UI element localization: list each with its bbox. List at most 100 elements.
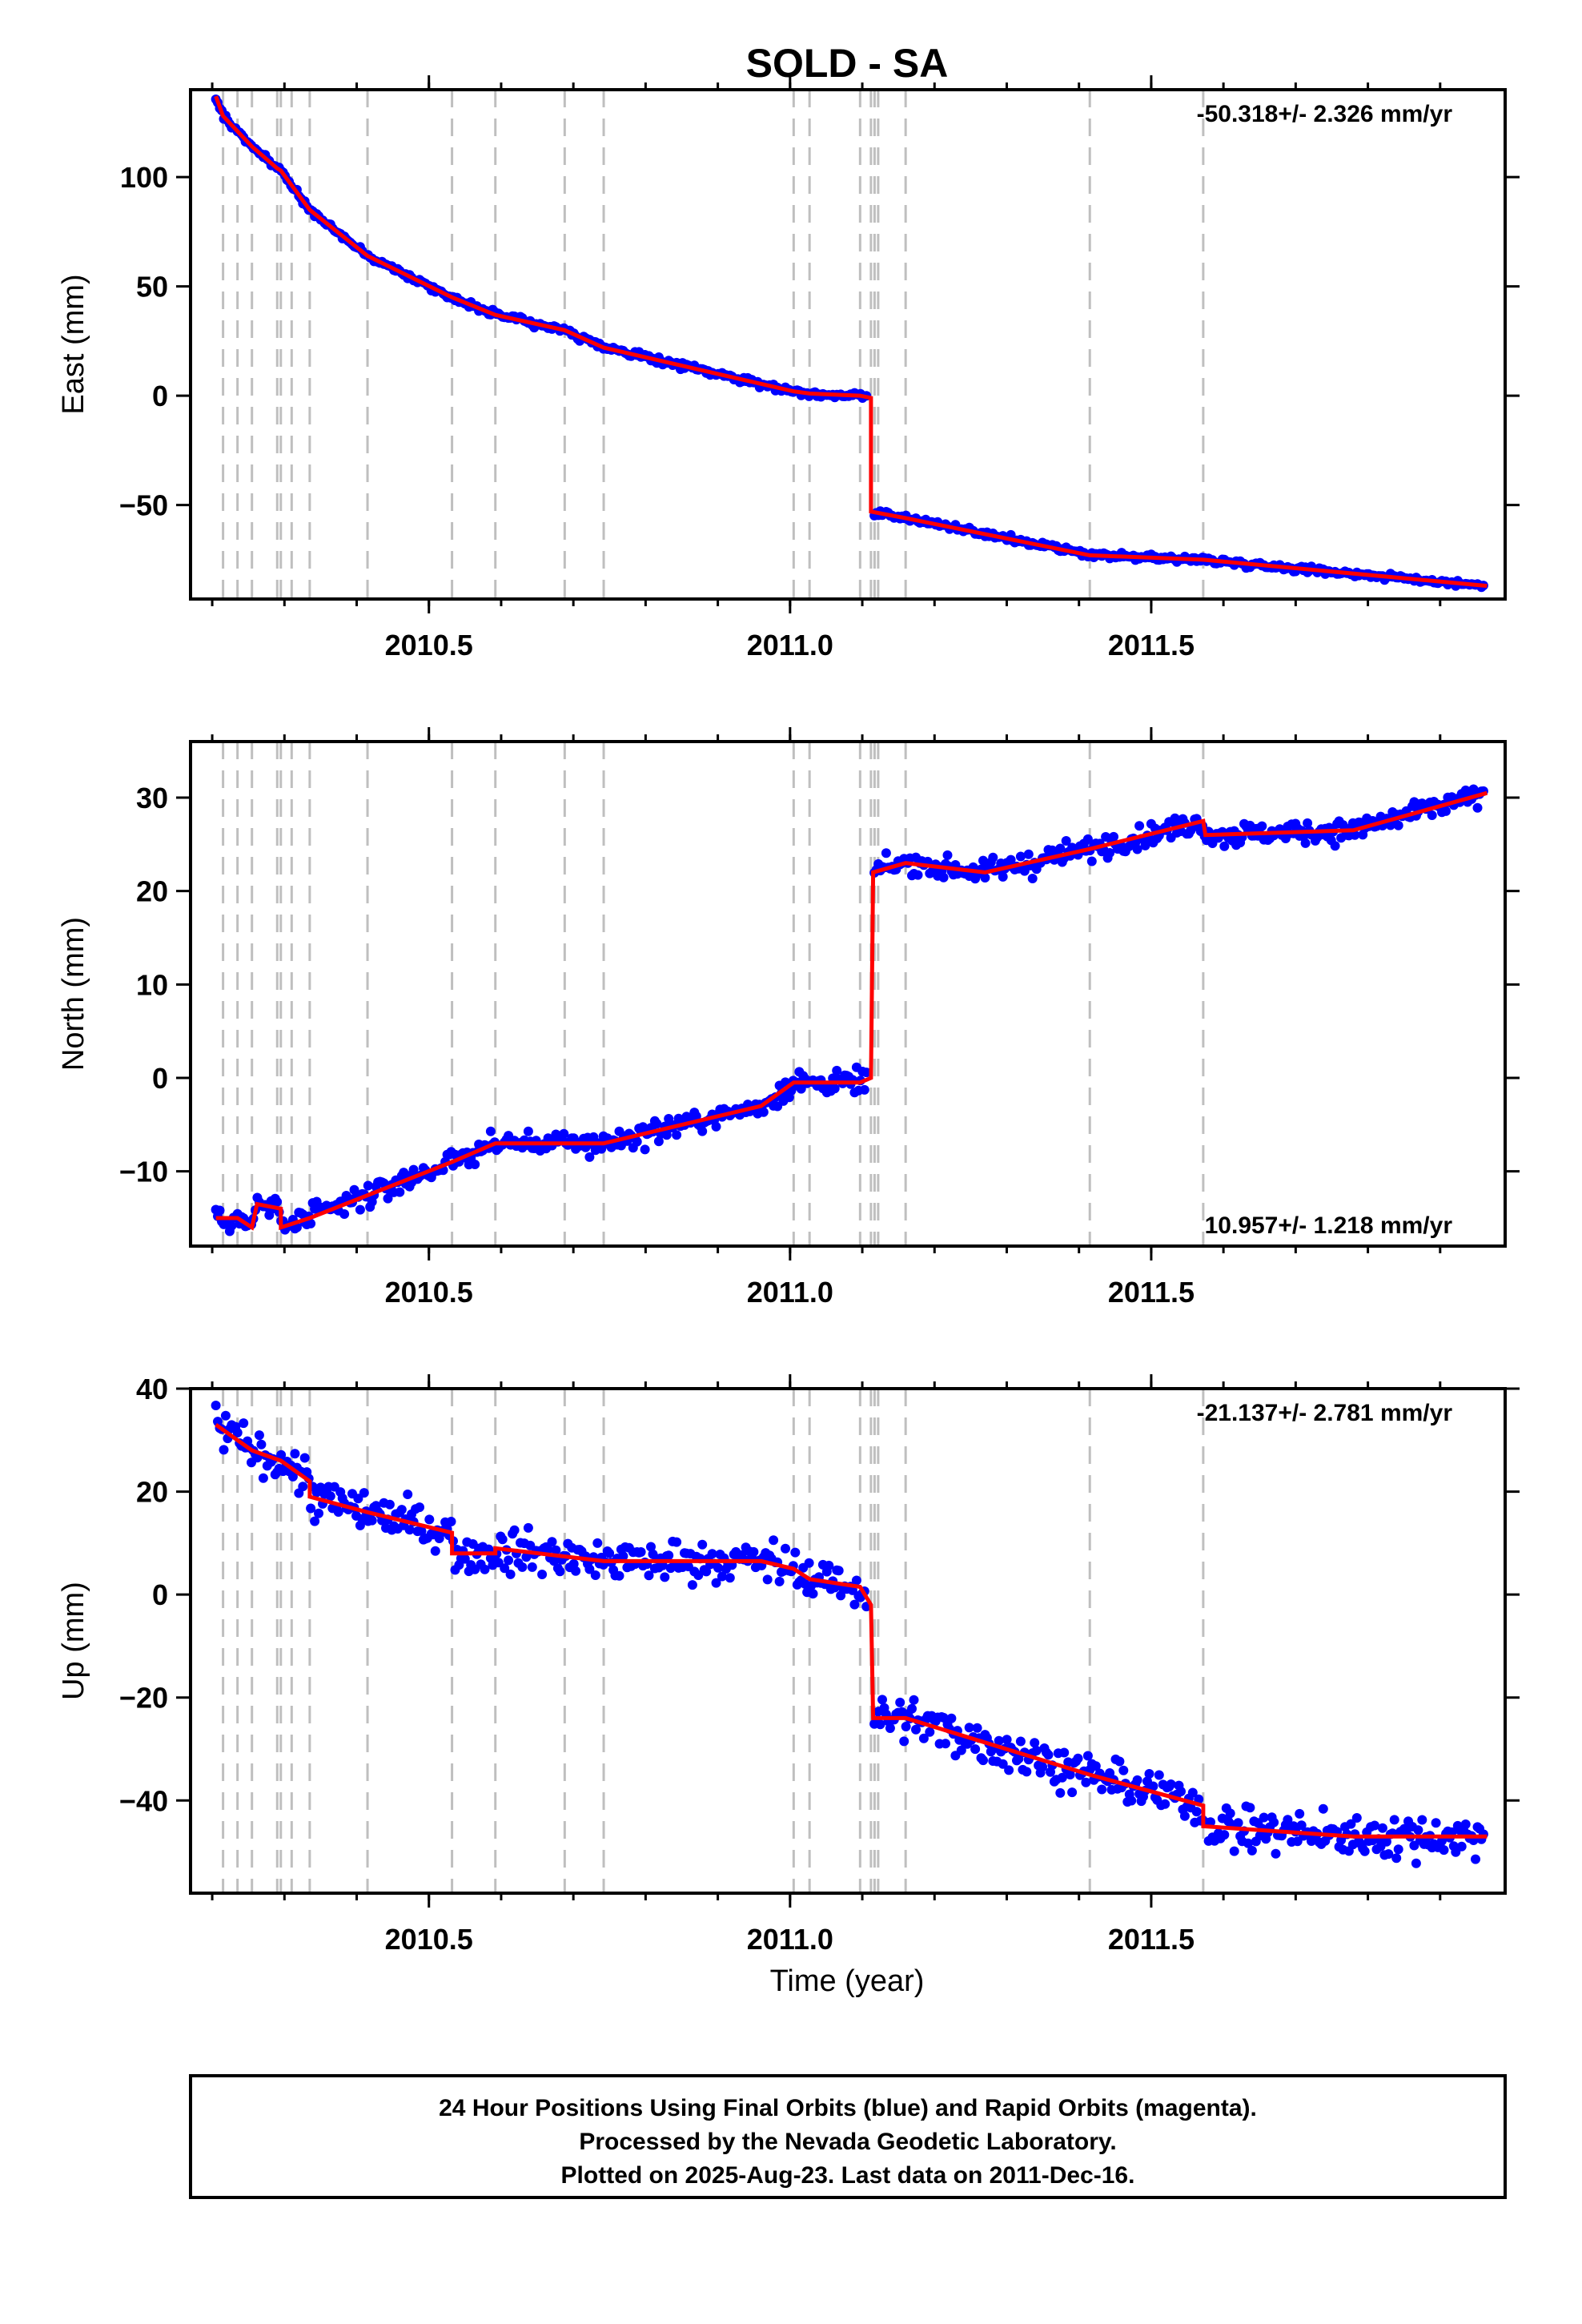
data-point — [276, 1449, 287, 1460]
data-point — [584, 1564, 595, 1574]
data-point — [836, 1590, 846, 1601]
data-point — [1038, 1762, 1048, 1772]
data-point — [1132, 844, 1142, 854]
data-point — [1346, 1819, 1356, 1829]
data-point — [881, 848, 891, 858]
data-point — [339, 1209, 350, 1219]
data-point — [306, 1503, 316, 1514]
y-tick-label: 100 — [120, 161, 168, 194]
data-point — [998, 1759, 1008, 1769]
data-point — [899, 1736, 909, 1747]
x-tick-label: 2010.5 — [385, 629, 473, 661]
data-point — [254, 1430, 264, 1441]
data-point — [1245, 1803, 1255, 1813]
data-point — [833, 1566, 844, 1576]
plot-frame — [189, 1387, 1507, 1895]
data-point — [416, 1526, 427, 1536]
data-point — [1055, 1787, 1066, 1798]
data-point — [1191, 1807, 1202, 1817]
data-point — [1413, 1825, 1423, 1835]
data-point — [547, 1537, 557, 1547]
data-point — [430, 1546, 440, 1556]
data-point — [1383, 1849, 1394, 1860]
data-point — [555, 1566, 565, 1577]
data-point — [1097, 1784, 1107, 1795]
data-point — [1393, 1844, 1403, 1855]
data-point — [1144, 1769, 1154, 1779]
data-point — [404, 1525, 415, 1535]
data-point — [1351, 1813, 1362, 1823]
data-point — [988, 852, 998, 862]
data-point — [885, 1723, 895, 1733]
rate-label: -50.318+/- 2.326 mm/yr — [1197, 101, 1453, 127]
data-point — [790, 1547, 801, 1558]
data-point — [215, 1205, 225, 1216]
data-point — [543, 1544, 553, 1554]
footer-line-3: Plotted on 2025-Aug-23. Last data on 201… — [561, 2162, 1135, 2189]
data-point — [804, 1558, 814, 1568]
x-tick-label: 2011.5 — [1108, 1276, 1195, 1309]
data-point — [1134, 821, 1145, 831]
data-point — [384, 1499, 395, 1510]
data-point — [1381, 1836, 1391, 1847]
data-point — [1295, 1808, 1305, 1819]
data-point — [1082, 1751, 1093, 1761]
y-tick-label: 10 — [136, 968, 168, 1001]
data-point — [1296, 1820, 1307, 1831]
data-point — [1027, 874, 1038, 883]
data-point — [1330, 841, 1340, 851]
x-tick-label: 2011.0 — [747, 1923, 833, 1956]
data-point — [1411, 1858, 1421, 1868]
data-point — [551, 1545, 561, 1555]
data-point — [1417, 1815, 1427, 1825]
data-point — [1451, 1847, 1461, 1857]
y-tick-label: 0 — [152, 1062, 168, 1095]
data-point — [964, 1723, 974, 1733]
data-point — [239, 1418, 249, 1429]
data-point — [549, 1556, 559, 1566]
y-axis-label: North (mm) — [57, 917, 90, 1071]
data-point — [1004, 1765, 1014, 1775]
data-point — [521, 1552, 532, 1562]
data-point — [1257, 821, 1267, 831]
data-point — [956, 1745, 966, 1755]
data-point — [701, 1566, 712, 1577]
data-point — [758, 1107, 769, 1117]
data-point — [299, 1453, 310, 1463]
data-point — [258, 1473, 268, 1483]
data-point — [1427, 810, 1437, 820]
y-tick-label: 0 — [152, 1578, 168, 1611]
data-point — [640, 1144, 650, 1155]
data-point — [697, 1126, 708, 1136]
data-point — [1126, 1795, 1137, 1806]
data-point — [1243, 1838, 1253, 1848]
data-point — [1441, 806, 1451, 816]
data-point — [1206, 1817, 1215, 1827]
data-point — [256, 1439, 267, 1449]
data-point — [877, 1695, 887, 1705]
y-tick-label: 40 — [136, 1373, 168, 1405]
data-point — [480, 1564, 490, 1574]
data-point — [774, 1576, 785, 1586]
data-point — [353, 1494, 363, 1504]
data-point — [408, 1164, 419, 1175]
data-point — [632, 1136, 642, 1147]
data-point — [403, 1490, 413, 1499]
data-point — [1140, 840, 1150, 850]
data-point — [1014, 1754, 1024, 1764]
data-point — [672, 1130, 682, 1140]
data-point — [287, 1471, 298, 1482]
data-point — [749, 1546, 759, 1557]
data-point — [359, 1488, 369, 1498]
y-axis-label: East (mm) — [57, 274, 90, 414]
x-tick-label: 2011.5 — [1108, 1923, 1195, 1956]
up-panel: −40 −20 0 20 40 2010.5 2011.0 2011.5 Up (mm) -21.… — [57, 1373, 1520, 1956]
data-point — [509, 1525, 520, 1535]
data-point — [219, 1445, 229, 1455]
y-tick-label: −40 — [119, 1784, 168, 1817]
data-point — [1022, 1767, 1032, 1777]
data-point — [762, 1574, 773, 1585]
data-point — [938, 872, 949, 883]
y-tick-label: 20 — [136, 875, 168, 908]
data-point — [537, 1570, 548, 1579]
